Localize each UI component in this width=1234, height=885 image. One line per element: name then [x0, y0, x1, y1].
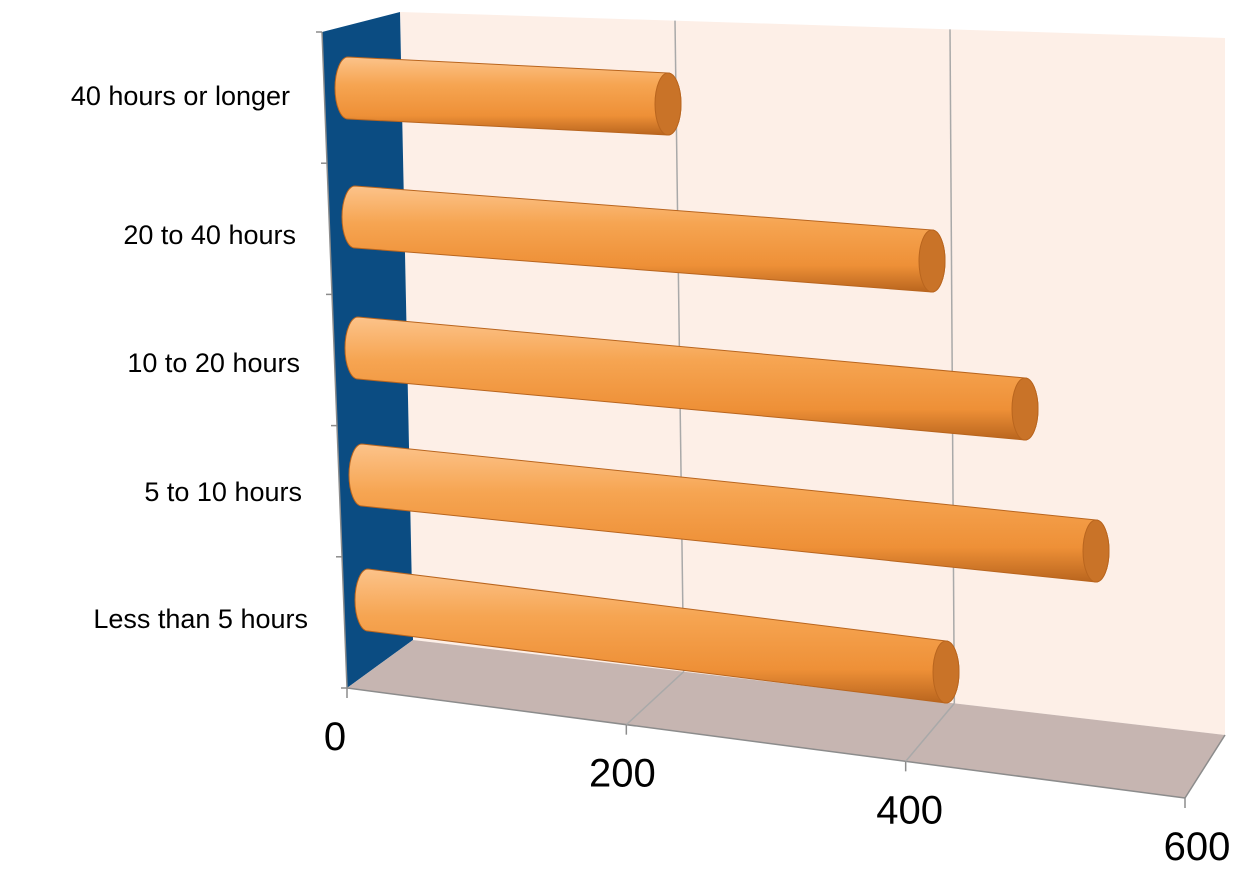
bar-4	[334, 56, 682, 136]
bar-cap	[932, 640, 960, 704]
category-label: Less than 5 hours	[93, 604, 308, 634]
bar-cap	[1082, 519, 1110, 583]
category-label: 5 to 10 hours	[144, 477, 302, 507]
x-tick-label: 400	[876, 788, 943, 832]
category-label: 40 hours or longer	[71, 81, 290, 111]
category-label: 10 to 20 hours	[127, 348, 300, 378]
x-tick-label: 200	[589, 752, 656, 796]
bar-cap	[654, 72, 682, 136]
floor-edge	[1184, 734, 1226, 799]
x-tick-label: 0	[324, 715, 346, 759]
x-tick-label: 600	[1164, 825, 1231, 869]
gridline-floor	[625, 671, 685, 726]
gridline-floor	[905, 702, 955, 762]
bar-3	[341, 185, 946, 293]
category-labels: Less than 5 hours 5 to 10 hours 10 to 20 h…	[71, 81, 308, 634]
x-tick-labels: 0 200 400 600	[324, 715, 1231, 869]
bar-2	[344, 316, 1039, 441]
category-label: 20 to 40 hours	[123, 220, 296, 250]
bar-cap	[918, 229, 946, 293]
bar-cap	[1011, 377, 1039, 441]
bar-0	[354, 568, 960, 704]
bars	[334, 56, 1110, 704]
floor	[347, 640, 1225, 798]
gridline-back	[949, 29, 956, 704]
bar-1	[348, 443, 1110, 583]
